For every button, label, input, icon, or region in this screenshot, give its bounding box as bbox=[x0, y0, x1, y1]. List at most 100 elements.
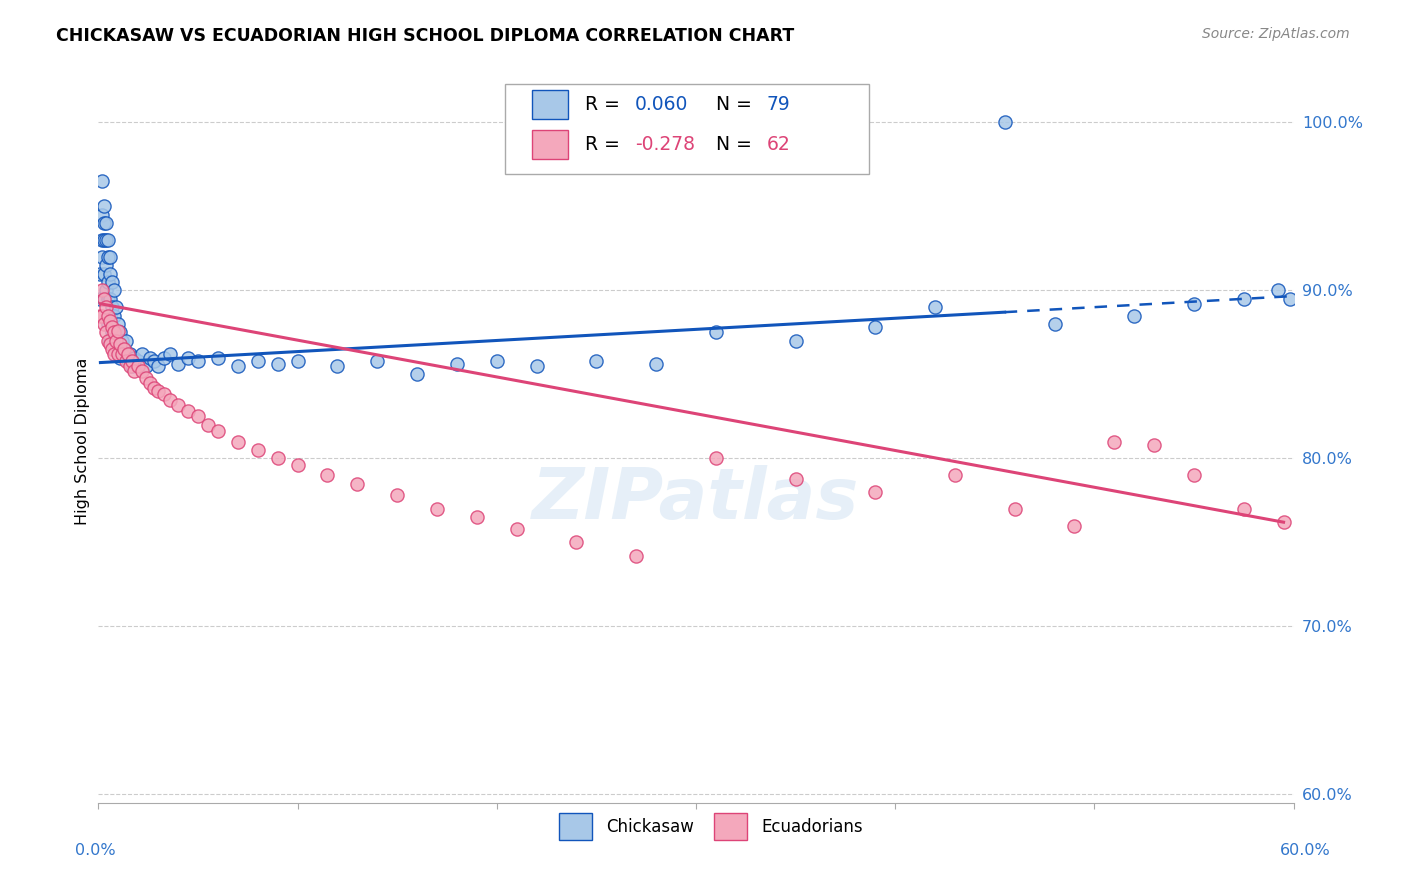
Point bbox=[98, 337, 122, 351]
Point bbox=[704, 451, 727, 466]
Point bbox=[446, 357, 468, 371]
Point bbox=[107, 342, 129, 356]
Point bbox=[91, 309, 114, 323]
Point bbox=[785, 471, 807, 485]
Point bbox=[207, 351, 229, 365]
Point bbox=[135, 370, 157, 384]
Point bbox=[103, 309, 125, 323]
Text: R =: R = bbox=[585, 135, 626, 154]
Point bbox=[93, 199, 115, 213]
Point bbox=[143, 381, 166, 395]
Point bbox=[127, 354, 149, 368]
Point bbox=[97, 309, 120, 323]
Point bbox=[91, 174, 114, 188]
Point bbox=[103, 334, 125, 348]
Point bbox=[110, 326, 132, 340]
Text: R =: R = bbox=[585, 95, 626, 114]
Point bbox=[287, 458, 309, 472]
Point bbox=[98, 309, 122, 323]
Point bbox=[159, 392, 181, 407]
Point bbox=[131, 364, 153, 378]
Point bbox=[1043, 317, 1066, 331]
Point bbox=[565, 535, 588, 549]
Point bbox=[89, 292, 111, 306]
Text: 60.0%: 60.0% bbox=[1279, 843, 1330, 858]
Point bbox=[1278, 292, 1301, 306]
Text: N =: N = bbox=[704, 95, 758, 114]
Point bbox=[207, 425, 229, 439]
Point bbox=[97, 275, 120, 289]
Point bbox=[187, 409, 209, 424]
Point bbox=[139, 351, 162, 365]
Point bbox=[287, 354, 309, 368]
Point bbox=[246, 442, 269, 457]
Point bbox=[89, 309, 111, 323]
Bar bbox=[533, 130, 568, 159]
Point bbox=[101, 300, 124, 314]
Point bbox=[526, 359, 548, 373]
Point bbox=[506, 522, 529, 536]
Point bbox=[943, 468, 966, 483]
Point bbox=[97, 317, 120, 331]
Text: Source: ZipAtlas.com: Source: ZipAtlas.com bbox=[1202, 27, 1350, 41]
Point bbox=[117, 354, 139, 368]
Point bbox=[704, 326, 727, 340]
Point bbox=[485, 354, 508, 368]
Point bbox=[93, 292, 115, 306]
Point bbox=[98, 267, 122, 281]
Point bbox=[112, 342, 135, 356]
Point bbox=[93, 267, 115, 281]
Point bbox=[187, 354, 209, 368]
Point bbox=[110, 337, 132, 351]
Point bbox=[98, 334, 122, 348]
Point bbox=[626, 549, 648, 563]
Bar bbox=[558, 813, 592, 840]
Point bbox=[98, 250, 122, 264]
Point bbox=[107, 324, 129, 338]
Point bbox=[101, 320, 124, 334]
Point bbox=[121, 354, 143, 368]
Point bbox=[93, 292, 115, 306]
Text: 79: 79 bbox=[766, 95, 790, 114]
Point bbox=[785, 334, 807, 348]
Point bbox=[167, 357, 190, 371]
Point bbox=[1143, 438, 1166, 452]
Text: 0.0%: 0.0% bbox=[76, 843, 115, 858]
Point bbox=[97, 250, 120, 264]
Point bbox=[101, 275, 124, 289]
Point bbox=[96, 233, 118, 247]
Point bbox=[226, 359, 249, 373]
Point bbox=[1063, 518, 1085, 533]
Point bbox=[91, 233, 114, 247]
Point bbox=[103, 283, 125, 297]
Text: CHICKASAW VS ECUADORIAN HIGH SCHOOL DIPLOMA CORRELATION CHART: CHICKASAW VS ECUADORIAN HIGH SCHOOL DIPL… bbox=[56, 27, 794, 45]
Point bbox=[316, 468, 339, 483]
Point bbox=[366, 354, 388, 368]
Point bbox=[1004, 501, 1026, 516]
Point bbox=[96, 326, 118, 340]
Point bbox=[406, 368, 429, 382]
Point bbox=[93, 216, 115, 230]
Point bbox=[115, 354, 138, 368]
FancyBboxPatch shape bbox=[505, 84, 869, 174]
Point bbox=[167, 398, 190, 412]
Point bbox=[107, 347, 129, 361]
Point bbox=[1182, 297, 1205, 311]
Point bbox=[1267, 283, 1289, 297]
Point bbox=[148, 384, 170, 398]
Point bbox=[645, 357, 668, 371]
Point bbox=[1182, 468, 1205, 483]
Point bbox=[177, 351, 200, 365]
Point bbox=[346, 476, 368, 491]
Point bbox=[96, 283, 118, 297]
Point bbox=[865, 485, 887, 500]
Point bbox=[105, 334, 128, 348]
Point bbox=[103, 326, 125, 340]
Bar bbox=[533, 90, 568, 119]
Point bbox=[120, 347, 142, 361]
Point bbox=[120, 359, 142, 373]
Point bbox=[103, 347, 125, 361]
Text: Chickasaw: Chickasaw bbox=[606, 818, 695, 836]
Point bbox=[91, 283, 114, 297]
Point bbox=[1233, 292, 1256, 306]
